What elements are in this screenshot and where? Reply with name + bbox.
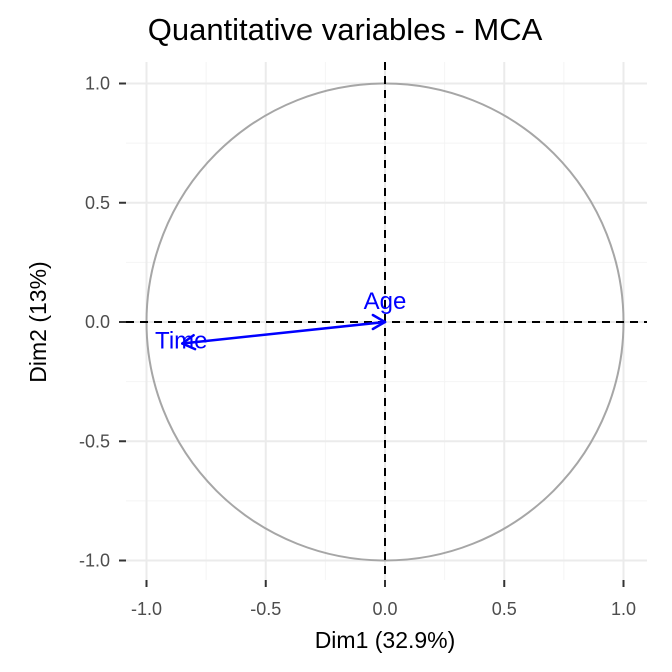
arrow-head-time	[181, 333, 197, 351]
x-tick-label: -1.0	[131, 599, 162, 619]
y-tick-label: 1.0	[85, 74, 110, 94]
variable-label-age: Age	[364, 288, 407, 315]
arrow-shaft-time	[181, 320, 387, 345]
arrow-head-age	[371, 313, 387, 331]
x-tick-label: 0.5	[492, 599, 517, 619]
y-tick-label: -0.5	[79, 431, 110, 451]
chart-title: Quantitative variables - MCA	[148, 12, 543, 47]
y-axis-title: Dim2 (13%)	[25, 261, 51, 382]
tick-labels: -1.0 -0.5 0.0 0.5 1.0 -1.0 -0.5 0.0 0.5 1.0	[79, 74, 636, 620]
variable-arrows	[181, 313, 387, 351]
axis-ticks	[119, 82, 625, 587]
y-tick-label: -1.0	[79, 551, 110, 571]
x-axis-title: Dim1 (32.9%)	[315, 627, 456, 653]
y-tick-label: 0.0	[85, 312, 110, 332]
x-tick-label: -0.5	[250, 599, 281, 619]
x-tick-label: 0.0	[372, 599, 397, 619]
variable-labels: Time Age	[155, 288, 406, 354]
y-tick-label: 0.5	[85, 193, 110, 213]
variable-label-time: Time	[155, 327, 207, 354]
x-tick-label: 1.0	[611, 599, 636, 619]
